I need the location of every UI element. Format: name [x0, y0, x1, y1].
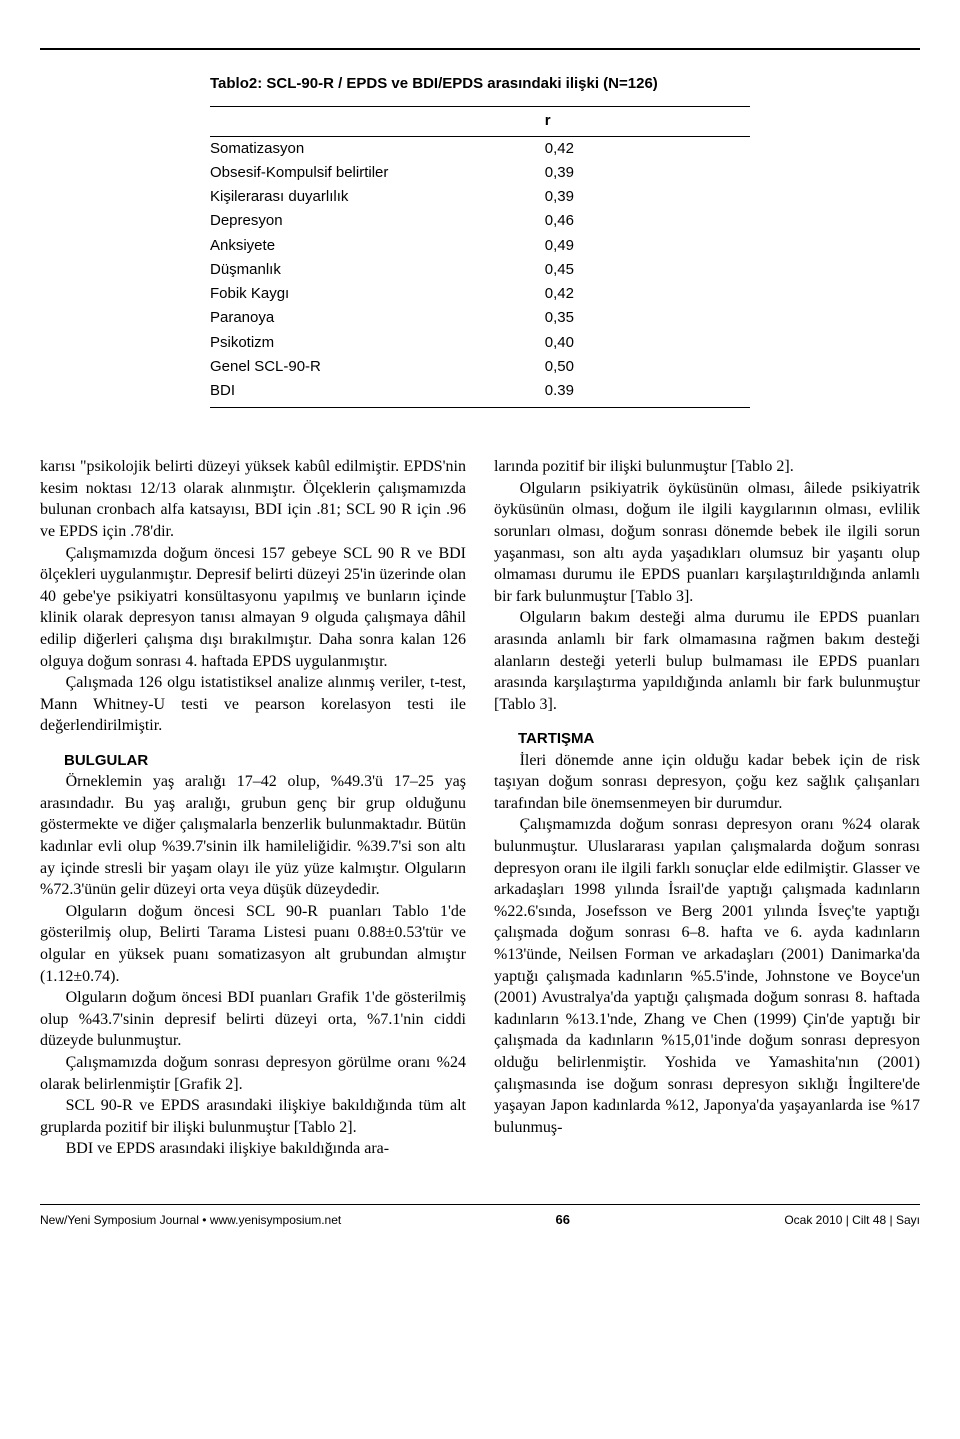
table-row: Somatizasyon0,42	[210, 136, 750, 161]
footer-right: Ocak 2010 | Cilt 48 | Sayı	[784, 1212, 920, 1228]
table2-r6c0: Fobik Kaygı	[210, 282, 545, 306]
table2-r3c1: 0,46	[545, 209, 750, 233]
page-footer: New/Yeni Symposium Journal • www.yenisym…	[40, 1204, 920, 1229]
left-p1: Çalışmamızda doğum öncesi 157 gebeye SCL…	[40, 543, 466, 673]
table-row: Paranoya0,35	[210, 306, 750, 330]
table2-r0c1: 0,42	[545, 136, 750, 161]
left-p0: karısı "psikolojik belirti düzeyi yüksek…	[40, 456, 466, 542]
table2-container: Tablo2: SCL-90-R / EPDS ve BDI/EPDS aras…	[210, 74, 750, 408]
right-p1: Olguların psikiyatrik öyküsünün olması, …	[494, 478, 920, 608]
table-row: Psikotizm0,40	[210, 331, 750, 355]
right-p0: larında pozitif bir ilişki bulunmuştur […	[494, 456, 920, 478]
table2-r5c1: 0,45	[545, 258, 750, 282]
footer-left: New/Yeni Symposium Journal • www.yenisym…	[40, 1212, 341, 1228]
table2-r9c0: Genel SCL-90-R	[210, 355, 545, 379]
table2-bottom-rule	[210, 403, 750, 408]
table2-r1c1: 0,39	[545, 161, 750, 185]
table2-r7c1: 0,35	[545, 306, 750, 330]
table-row: Fobik Kaygı0,42	[210, 282, 750, 306]
table2-r10c0: BDI	[210, 379, 545, 403]
table2-r2c0: Kişilerarası duyarlılık	[210, 185, 545, 209]
table2-col0-head	[210, 107, 545, 136]
table-row: Obsesif-Kompulsif belirtiler0,39	[210, 161, 750, 185]
left-p3: Örneklemin yaş aralığı 17–42 olup, %49.3…	[40, 771, 466, 901]
table2-r0c0: Somatizasyon	[210, 136, 545, 161]
table2-r10c1: 0.39	[545, 379, 750, 403]
table-row: Depresyon0,46	[210, 209, 750, 233]
left-column: karısı "psikolojik belirti düzeyi yüksek…	[40, 456, 466, 1160]
table-row: Kişilerarası duyarlılık0,39	[210, 185, 750, 209]
left-p4: Olguların doğum öncesi SCL 90-R puanları…	[40, 901, 466, 987]
right-p4: Çalışmamızda doğum sonrası depresyon ora…	[494, 814, 920, 1138]
table-row: BDI0.39	[210, 379, 750, 403]
table2-r4c0: Anksiyete	[210, 234, 545, 258]
table2-r1c0: Obsesif-Kompulsif belirtiler	[210, 161, 545, 185]
left-p5: Olguların doğum öncesi BDI puanları Graf…	[40, 987, 466, 1052]
page-top-rule	[40, 48, 920, 50]
body-columns: karısı "psikolojik belirti düzeyi yüksek…	[40, 456, 920, 1160]
table-row: Genel SCL-90-R0,50	[210, 355, 750, 379]
left-heading-bulgular: BULGULAR	[40, 751, 466, 771]
table2-r6c1: 0,42	[545, 282, 750, 306]
table2-r2c1: 0,39	[545, 185, 750, 209]
table2-r9c1: 0,50	[545, 355, 750, 379]
left-p2: Çalışmada 126 olgu istatistiksel analize…	[40, 672, 466, 737]
right-p3: İleri dönemde anne için olduğu kadar beb…	[494, 750, 920, 815]
table2: r Somatizasyon0,42 Obsesif-Kompulsif bel…	[210, 106, 750, 408]
table2-r8c1: 0,40	[545, 331, 750, 355]
left-p8: BDI ve EPDS arasındaki ilişkiye bakıldığ…	[40, 1138, 466, 1160]
right-column: larında pozitif bir ilişki bulunmuştur […	[494, 456, 920, 1160]
footer-page-number: 66	[556, 1211, 570, 1229]
table2-title: Tablo2: SCL-90-R / EPDS ve BDI/EPDS aras…	[210, 74, 750, 94]
left-p7: SCL 90-R ve EPDS arasındaki ilişkiye bak…	[40, 1095, 466, 1138]
left-p6: Çalışmamızda doğum sonrası depresyon gör…	[40, 1052, 466, 1095]
right-p2: Olguların bakım desteği alma durumu ile …	[494, 607, 920, 715]
table2-r7c0: Paranoya	[210, 306, 545, 330]
table2-col1-head: r	[545, 107, 750, 136]
table-row: Düşmanlık0,45	[210, 258, 750, 282]
table2-r4c1: 0,49	[545, 234, 750, 258]
table-row: Anksiyete0,49	[210, 234, 750, 258]
table2-r5c0: Düşmanlık	[210, 258, 545, 282]
right-heading-tartisma: TARTIŞMA	[494, 729, 920, 749]
table2-r8c0: Psikotizm	[210, 331, 545, 355]
table2-r3c0: Depresyon	[210, 209, 545, 233]
